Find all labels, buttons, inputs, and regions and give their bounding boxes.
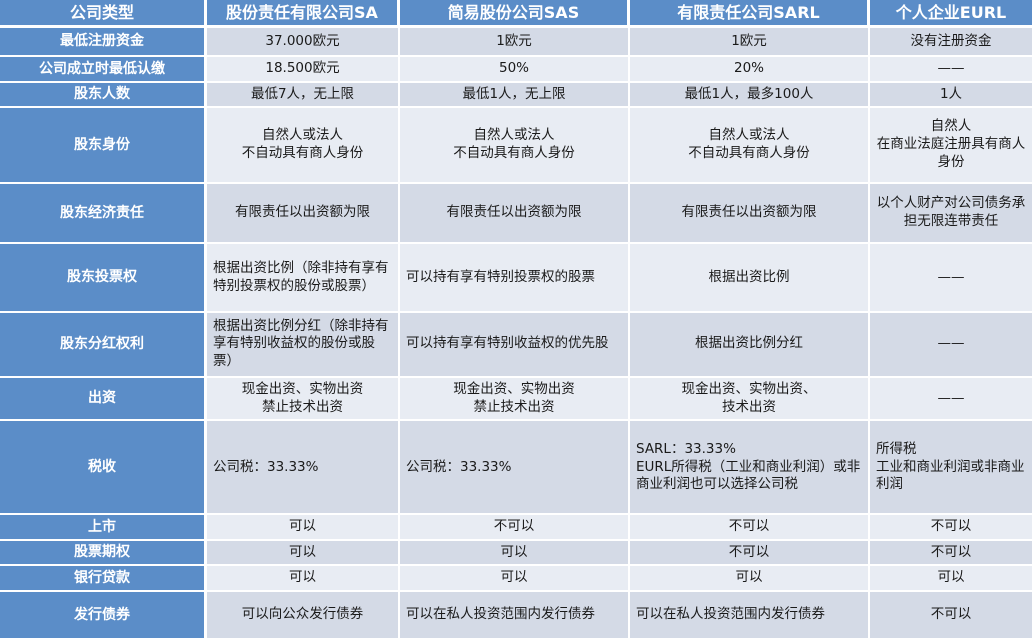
table-cell: 公司税：33.33%	[400, 421, 630, 516]
table-row: 股东分红权利 根据出资比例分红（除非持有享有特别收益权的股份或股票） 可以持有享有特…	[0, 312, 1032, 378]
table-cell: 可以在私人投资范围内发行债券	[400, 591, 630, 638]
table-body: 最低注册资金 37.000欧元 1欧元 1欧元 没有注册资金 公司成立时最低认缴 18.50…	[0, 28, 1032, 638]
header-cell-sas: 简易股份公司SAS	[400, 0, 630, 29]
table-cell: 可以	[207, 566, 400, 592]
table-cell: 没有注册资金	[870, 28, 1032, 58]
table-cell: ——	[870, 244, 1032, 313]
table-cell: 可以持有享有特别投票权的股票	[400, 244, 630, 313]
table-cell: 18.500欧元	[207, 57, 400, 83]
table-cell: 可以	[207, 515, 400, 541]
table-cell: 自然人或法人 不自动具有商人身份	[630, 108, 870, 184]
table-cell: 有限责任以出资额为限	[207, 183, 400, 245]
row-label: 上市	[0, 515, 207, 541]
table-cell: 1欧元	[400, 28, 630, 58]
table-row: 最低注册资金 37.000欧元 1欧元 1欧元 没有注册资金	[0, 28, 1032, 58]
table-cell: 现金出资、实物出资 禁止技术出资	[400, 377, 630, 422]
table-cell: 不可以	[870, 591, 1032, 638]
table-cell: 20%	[630, 57, 870, 83]
table-cell: 不可以	[870, 540, 1032, 567]
table-row: 股东身份 自然人或法人 不自动具有商人身份 自然人或法人 不自动具有商人身份 自然人或法人…	[0, 108, 1032, 184]
table-cell: 现金出资、实物出资、 技术出资	[630, 377, 870, 422]
row-label: 最低注册资金	[0, 28, 207, 58]
table-cell: 不可以	[630, 540, 870, 567]
row-label: 发行债券	[0, 591, 207, 638]
table-cell: 最低1人，最多100人	[630, 82, 870, 109]
table-row: 公司成立时最低认缴 18.500欧元 50% 20% ——	[0, 57, 1032, 83]
table-cell: ——	[870, 312, 1032, 378]
table-cell: 不可以	[630, 515, 870, 541]
row-label: 股东投票权	[0, 244, 207, 313]
table-cell: 根据出资比例	[630, 244, 870, 313]
table-cell: 公司税：33.33%	[207, 421, 400, 516]
table-cell: 37.000欧元	[207, 28, 400, 58]
table-row: 发行债券 可以向公众发行债券 可以在私人投资范围内发行债券 可以在私人投资范围内发行债…	[0, 591, 1032, 638]
table-cell: 可以向公众发行债券	[207, 591, 400, 638]
table-cell: 自然人或法人 不自动具有商人身份	[400, 108, 630, 184]
row-label: 股东身份	[0, 108, 207, 184]
row-label: 股东经济责任	[0, 183, 207, 245]
row-label: 股东分红权利	[0, 312, 207, 378]
row-label: 股东人数	[0, 82, 207, 109]
table-cell: 有限责任以出资额为限	[630, 183, 870, 245]
table-cell: 可以	[207, 540, 400, 567]
header-cell-eurl: 个人企业EURL	[870, 0, 1032, 29]
table-cell: 根据出资比例（除非持有享有特别投票权的股份或股票）	[207, 244, 400, 313]
table-cell: 所得税 工业和商业利润或非商业利润	[870, 421, 1032, 516]
table-row: 出资 现金出资、实物出资 禁止技术出资 现金出资、实物出资 禁止技术出资 现金出资、实物出…	[0, 377, 1032, 422]
row-label: 股票期权	[0, 540, 207, 567]
table-cell: ——	[870, 57, 1032, 83]
table-cell: 最低1人，无上限	[400, 82, 630, 109]
table-cell: 50%	[400, 57, 630, 83]
table-cell: 不可以	[400, 515, 630, 541]
table-row: 税收 公司税：33.33% 公司税：33.33% SARL：33.33% EURL所得税…	[0, 421, 1032, 516]
table-cell: 最低7人，无上限	[207, 82, 400, 109]
table-row: 银行贷款 可以 可以 可以 可以	[0, 566, 1032, 592]
table-cell: SARL：33.33% EURL所得税（工业和商业利润）或非商业利润也可以选择公司…	[630, 421, 870, 516]
row-label: 出资	[0, 377, 207, 422]
row-label: 税收	[0, 421, 207, 516]
header-cell-sa: 股份责任有限公司SA	[207, 0, 400, 29]
row-label: 公司成立时最低认缴	[0, 57, 207, 83]
table-cell: 根据出资比例分红（除非持有享有特别收益权的股份或股票）	[207, 312, 400, 378]
table-row: 股东人数 最低7人，无上限 最低1人，无上限 最低1人，最多100人 1人	[0, 82, 1032, 109]
table-row: 上市 可以 不可以 不可以 不可以	[0, 515, 1032, 541]
table-cell: ——	[870, 377, 1032, 422]
table-cell: 可以	[630, 566, 870, 592]
header-cell-sarl: 有限责任公司SARL	[630, 0, 870, 29]
table-cell: 以个人财产对公司债务承担无限连带责任	[870, 183, 1032, 245]
table-cell: 现金出资、实物出资 禁止技术出资	[207, 377, 400, 422]
table-cell: 根据出资比例分红	[630, 312, 870, 378]
table-cell: 自然人或法人 不自动具有商人身份	[207, 108, 400, 184]
table-cell: 可以持有享有特别收益权的优先股	[400, 312, 630, 378]
table-cell: 1人	[870, 82, 1032, 109]
row-label: 银行贷款	[0, 566, 207, 592]
table-cell: 可以	[400, 566, 630, 592]
table-cell: 可以在私人投资范围内发行债券	[630, 591, 870, 638]
table-row: 股东经济责任 有限责任以出资额为限 有限责任以出资额为限 有限责任以出资额为限 以个人财…	[0, 183, 1032, 245]
table-row: 股东投票权 根据出资比例（除非持有享有特别投票权的股份或股票） 可以持有享有特别投票…	[0, 244, 1032, 313]
table-row: 股票期权 可以 可以 不可以 不可以	[0, 540, 1032, 567]
header-cell-company-type: 公司类型	[0, 0, 207, 29]
table-cell: 可以	[870, 566, 1032, 592]
table-cell: 1欧元	[630, 28, 870, 58]
table-header-row: 公司类型 股份责任有限公司SA 简易股份公司SAS 有限责任公司SARL 个人企…	[0, 0, 1032, 29]
table-cell: 不可以	[870, 515, 1032, 541]
table-cell: 可以	[400, 540, 630, 567]
table-cell: 自然人 在商业法庭注册具有商人身份	[870, 108, 1032, 184]
table-cell: 有限责任以出资额为限	[400, 183, 630, 245]
